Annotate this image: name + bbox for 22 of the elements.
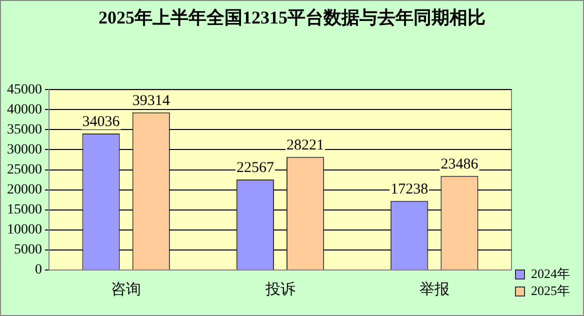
y-tick-label: 20000 <box>7 182 42 198</box>
data-label: 34036 <box>82 114 120 130</box>
y-tick-label: 40000 <box>7 102 42 118</box>
y-tick-label: 0 <box>35 262 42 278</box>
chart-title: 2025年上半年全国12315平台数据与去年同期相比 <box>98 7 486 28</box>
data-label: 23486 <box>440 156 479 172</box>
data-label: 28221 <box>286 137 324 154</box>
data-label: 22567 <box>236 160 274 176</box>
x-tick-label: 咨询 <box>111 280 142 298</box>
x-tick-label: 投诉 <box>264 280 296 298</box>
y-tick-label: 5000 <box>14 242 42 258</box>
legend-label: 2025年 <box>531 282 570 298</box>
y-tick-label: 45000 <box>7 82 42 98</box>
y-tick-label: 15000 <box>7 202 42 218</box>
y-tick-label: 35000 <box>7 122 42 138</box>
y-tick-label: 25000 <box>7 162 42 178</box>
x-tick-label: 举报 <box>419 280 450 298</box>
legend-label: 2024年 <box>531 266 570 281</box>
data-label: 17238 <box>390 181 428 198</box>
y-tick-label: 30000 <box>7 142 42 158</box>
data-label: 39314 <box>132 92 170 109</box>
y-tick-label: 10000 <box>7 222 42 238</box>
